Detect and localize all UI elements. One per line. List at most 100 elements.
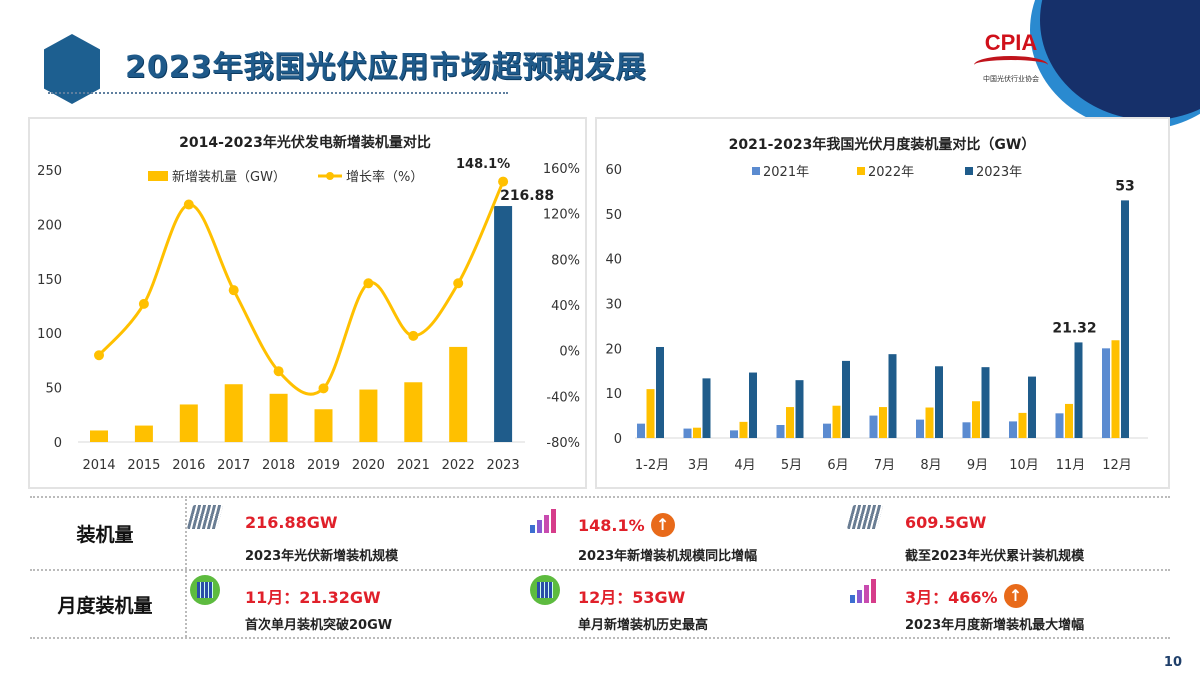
x-tick-label: 10月 <box>1009 458 1039 473</box>
right-y-tick: 40% <box>551 299 580 314</box>
bar-2021年-12月 <box>1102 348 1110 438</box>
legend-line-label: 增长率（%） <box>346 169 423 185</box>
x-tick-label: 2014 <box>82 458 115 473</box>
bar-2021年-6月 <box>823 423 831 438</box>
data-label-12月: 53 <box>1115 178 1134 194</box>
title-underline <box>48 92 508 94</box>
table-divider <box>30 637 1170 639</box>
bar-2021年-9月 <box>962 422 971 438</box>
bar-2022 <box>449 346 468 442</box>
x-tick-label: 2019 <box>307 458 340 473</box>
bar-2015 <box>134 425 153 442</box>
bar-2023 <box>494 206 513 442</box>
y-tick: 40 <box>605 253 622 268</box>
y-tick: 30 <box>605 298 622 313</box>
bar-2022年-4月 <box>739 421 748 438</box>
legend-2021-swatch <box>752 167 760 175</box>
x-tick-label: 2015 <box>127 458 160 473</box>
bar-data-label: 216.88 <box>500 188 554 204</box>
legend-2023-label: 2023年 <box>976 165 1022 180</box>
x-tick-label: 11月 <box>1056 458 1086 473</box>
bar-2022年-7月 <box>879 407 887 438</box>
growth-point-2017 <box>228 285 239 296</box>
bar-2021年-3月 <box>683 428 692 438</box>
bar-2022年-9月 <box>972 401 980 438</box>
x-tick-label: 4月 <box>734 458 755 473</box>
summary-value-text: 609.5GW <box>905 513 987 532</box>
bar-2014 <box>90 430 108 442</box>
bar-2023年-8月 <box>935 366 943 438</box>
summary-value-text: 216.88GW <box>245 513 338 532</box>
y-tick: 20 <box>605 342 622 357</box>
logo-arc <box>974 56 1048 74</box>
bar-2023年-11月 <box>1074 342 1083 438</box>
bar-2023年-7月 <box>888 354 897 438</box>
bar-2021年-8月 <box>916 419 924 438</box>
right-y-tick: 120% <box>543 208 580 223</box>
bar-2021年-10月 <box>1009 421 1017 438</box>
bar-2022年-12月 <box>1111 340 1120 438</box>
right-y-tick: -80% <box>546 436 580 451</box>
summary-value: 12月：53GW <box>578 584 685 608</box>
logo-text: CPIA <box>984 30 1038 55</box>
left-y-tick: 150 <box>37 273 62 288</box>
summary-value: 11月：21.32GW <box>245 584 381 608</box>
green-solar-icon <box>190 575 224 605</box>
bar-2021年-5月 <box>776 424 785 438</box>
legend-line-marker <box>326 172 334 180</box>
growth-point-2022 <box>453 278 464 289</box>
x-tick-label: 2022 <box>442 458 475 473</box>
y-tick: 10 <box>605 387 622 402</box>
bar-2023年-12月 <box>1121 200 1129 438</box>
bar-2021 <box>404 382 423 442</box>
growth-point-2016 <box>183 199 194 210</box>
x-tick-label: 2020 <box>352 458 385 473</box>
bar-2018 <box>269 393 288 442</box>
summary-description: 截至2023年光伏累计装机规模 <box>905 549 1085 564</box>
x-tick-label: 3月 <box>688 458 709 473</box>
left-y-tick: 100 <box>37 327 62 342</box>
left-y-tick: 50 <box>45 382 62 397</box>
growth-chart-icon <box>530 505 564 535</box>
bar-2022年-1-2月 <box>646 389 655 438</box>
bar-2023年-1-2月 <box>656 346 664 438</box>
summary-description: 2023年月度新增装机最大增幅 <box>905 618 1085 633</box>
right-y-tick: 160% <box>543 162 580 177</box>
legend-2022-label: 2022年 <box>868 165 914 180</box>
left-chart-panel <box>28 117 587 489</box>
logo-subtext: 中国光伏行业协会 <box>983 75 1039 83</box>
right-chart: 0 10 20 30 40 50 60 1-2月 3月 4月 5月 6月 7月 8月 9月 10月 11月 21.… <box>605 163 1148 473</box>
right-y-tick: -40% <box>546 390 580 405</box>
bar-2021年-4月 <box>730 430 738 438</box>
left-legend: 新增装机量（GW） 增长率（%） <box>148 169 423 185</box>
bar-2023年-4月 <box>749 372 757 438</box>
bar-2021年-7月 <box>869 415 878 438</box>
bar-2022年-11月 <box>1065 403 1073 438</box>
left-y-tick: 200 <box>37 218 62 233</box>
bar-2022年-6月 <box>832 405 841 438</box>
bar-2022年-3月 <box>693 427 701 438</box>
bar-2021年-1-2月 <box>637 423 645 438</box>
row-label-installed: 装机量 <box>76 524 134 546</box>
growth-rate-line <box>97 180 505 396</box>
table-vertical-divider <box>185 499 187 637</box>
x-tick-label: 2017 <box>217 458 250 473</box>
bar-2017 <box>224 384 243 442</box>
summary-description: 2023年新增装机规模同比增幅 <box>578 549 758 564</box>
right-chart-title: 2021-2023年我国光伏月度装机量对比（GW） <box>729 136 1036 153</box>
legend-2022-swatch <box>857 167 865 175</box>
bar-2016 <box>179 404 198 442</box>
up-arrow-icon: ↑ <box>650 513 675 537</box>
bar-2023年-10月 <box>1028 376 1036 438</box>
bar-2022年-5月 <box>786 407 794 438</box>
bar-2022年-8月 <box>925 407 934 438</box>
x-tick-label: 2018 <box>262 458 295 473</box>
growth-point-2019 <box>318 383 329 394</box>
data-label-11月: 21.32 <box>1052 320 1096 336</box>
bar-2023年-3月 <box>702 378 711 438</box>
bar-2023年-9月 <box>981 367 990 438</box>
bar-2020 <box>359 389 378 442</box>
legend-bar-swatch <box>148 171 168 181</box>
growth-point-2015 <box>138 298 149 309</box>
